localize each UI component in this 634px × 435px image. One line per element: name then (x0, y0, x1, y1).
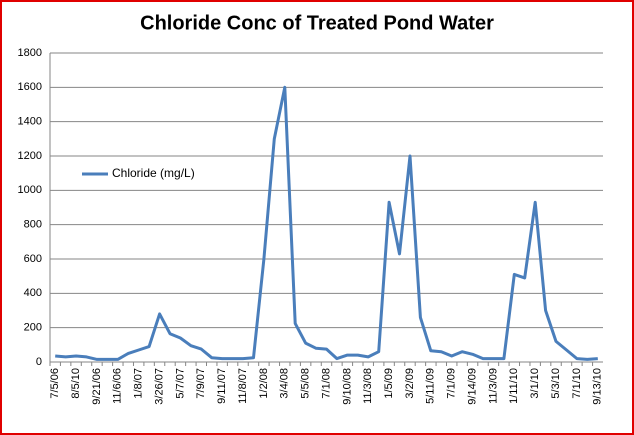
y-tick-label: 1400 (18, 116, 42, 128)
x-tick-label: 5/7/07 (174, 368, 186, 399)
x-tick-label: 5/5/08 (300, 368, 312, 399)
y-tick-label: 1200 (18, 150, 42, 162)
x-tick-label: 7/1/10 (571, 368, 583, 399)
y-tick-label: 600 (24, 253, 42, 265)
y-tick-label: 800 (24, 219, 42, 231)
x-tick-label: 9/21/06 (91, 368, 103, 405)
data-line (55, 85, 598, 361)
x-tick-label: 9/10/08 (341, 368, 353, 405)
x-tick-label: 7/1/08 (320, 368, 332, 399)
x-tick-label: 11/3/09 (487, 368, 499, 404)
x-tick-label: 7/9/07 (195, 368, 207, 399)
y-tick-label: 0 (36, 356, 42, 368)
y-tick-label: 400 (24, 287, 42, 299)
x-tick-label: 1/11/10 (508, 368, 520, 404)
x-tick-label: 3/26/07 (153, 368, 165, 405)
y-tick-label: 1800 (18, 47, 42, 59)
x-tick-label: 9/11/07 (216, 368, 228, 404)
x-tick-label: 1/8/07 (133, 368, 145, 399)
x-tick-label: 5/11/09 (425, 368, 437, 404)
x-tick-label: 11/6/06 (112, 368, 124, 404)
x-tick-label: 1/2/08 (258, 368, 270, 399)
y-tick-label: 1600 (18, 81, 42, 93)
x-tick-label: 11/8/07 (237, 368, 249, 404)
chart-title: Chloride Conc of Treated Pond Water (140, 12, 494, 34)
x-tick-label: 8/5/10 (70, 368, 82, 399)
legend-label: Chloride (mg/L) (112, 166, 195, 180)
x-tick-label: 11/3/08 (362, 368, 374, 404)
x-tick-label: 7/1/09 (446, 368, 458, 399)
x-tick-label: 3/4/08 (279, 368, 291, 399)
x-tick-label: 9/13/10 (592, 368, 604, 405)
x-tick-label: 5/3/10 (550, 368, 562, 399)
y-tick-label: 200 (24, 322, 42, 334)
x-tick-label: 3/2/09 (404, 368, 416, 399)
y-tick-label: 1000 (18, 184, 42, 196)
x-tick-label: 1/5/09 (383, 368, 395, 399)
x-tick-label: 9/14/09 (466, 368, 478, 405)
x-tick-label: 3/1/10 (529, 368, 541, 399)
x-tick-label: 7/5/06 (49, 368, 61, 399)
